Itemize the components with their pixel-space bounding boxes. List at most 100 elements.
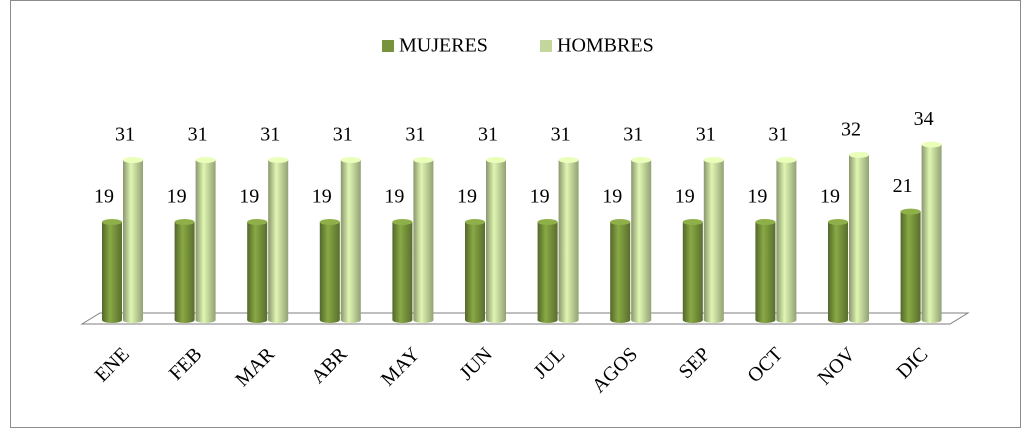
- bar: [703, 160, 724, 320]
- bar-cap: [558, 157, 579, 164]
- bar: [486, 160, 506, 320]
- bar-cap: [486, 157, 506, 164]
- bar-base: [174, 317, 195, 323]
- bar-base: [610, 317, 631, 323]
- legend-swatch: [540, 40, 552, 52]
- bar-cap: [682, 218, 703, 225]
- bar: [631, 160, 652, 320]
- data-label: 31: [696, 124, 716, 146]
- bar: [849, 154, 869, 320]
- data-label: 19: [239, 186, 259, 208]
- bar: [413, 160, 434, 320]
- bar-base: [828, 317, 848, 323]
- bar-cap: [268, 157, 289, 164]
- bar-base: [921, 317, 942, 323]
- bar-base: [465, 317, 485, 323]
- bar-base: [849, 317, 869, 323]
- bar: [319, 221, 340, 320]
- bar: [174, 221, 195, 320]
- data-label: 32: [841, 118, 861, 140]
- data-label: 31: [115, 124, 135, 146]
- data-label: 21: [893, 175, 913, 197]
- bar-cap: [319, 218, 340, 225]
- bar: [247, 221, 268, 320]
- bar: [123, 160, 143, 320]
- data-label: 19: [530, 186, 550, 208]
- bar-cap: [195, 157, 216, 164]
- data-label: 31: [551, 124, 571, 146]
- data-label: 31: [260, 124, 280, 146]
- bar-cap: [755, 218, 776, 225]
- bar-cap: [631, 157, 652, 164]
- bar-base: [900, 317, 921, 323]
- legend-swatch: [382, 40, 394, 52]
- bar: [537, 221, 558, 320]
- bar: [558, 160, 579, 320]
- bar: [268, 160, 289, 320]
- bar-base: [268, 317, 289, 323]
- data-label: 19: [675, 186, 695, 208]
- bar-base: [558, 317, 579, 323]
- bar: [776, 160, 797, 320]
- bar-cap: [174, 218, 195, 225]
- bar-base: [486, 317, 506, 323]
- data-label: 19: [94, 186, 114, 208]
- legend-label: MUJERES: [399, 35, 488, 57]
- data-label: 31: [478, 124, 498, 146]
- bar-cap: [413, 157, 434, 164]
- legend-label: HOMBRES: [557, 35, 654, 57]
- bar-base: [392, 317, 413, 323]
- bar-base: [755, 317, 776, 323]
- data-label: 31: [768, 124, 788, 146]
- bar: [392, 221, 413, 320]
- floor: [80, 312, 970, 325]
- bar-cap: [703, 157, 724, 164]
- data-label: 19: [167, 186, 187, 208]
- bar-cap: [340, 157, 361, 164]
- bar: [682, 221, 703, 320]
- bar: [755, 221, 776, 320]
- bar-base: [319, 317, 340, 323]
- bar-cap: [849, 151, 869, 158]
- data-label: 19: [820, 186, 840, 208]
- bar-base: [776, 317, 797, 323]
- bar-cap: [465, 218, 485, 225]
- bar-base: [413, 317, 434, 323]
- bar: [610, 221, 631, 320]
- bar: [340, 160, 361, 320]
- bar-base: [682, 317, 703, 323]
- data-label: 19: [312, 186, 332, 208]
- bar-cap: [610, 218, 631, 225]
- bar-cap: [900, 208, 921, 215]
- data-label: 19: [457, 186, 477, 208]
- bar-cap: [392, 218, 413, 225]
- bar-cap: [828, 218, 848, 225]
- bar: [465, 221, 485, 320]
- bar-base: [247, 317, 268, 323]
- bar: [900, 211, 921, 320]
- bar: [102, 221, 122, 320]
- bar-base: [340, 317, 361, 323]
- bar-base: [537, 317, 558, 323]
- data-label: 31: [623, 124, 643, 146]
- data-label: 31: [333, 124, 353, 146]
- data-label: 19: [602, 186, 622, 208]
- data-label: 31: [188, 124, 208, 146]
- bar-cap: [921, 141, 942, 148]
- bar-base: [631, 317, 652, 323]
- bar-base: [123, 317, 143, 323]
- bar: [921, 144, 942, 320]
- bar-base: [102, 317, 122, 323]
- bar-base: [703, 317, 724, 323]
- bar-cap: [123, 157, 143, 164]
- bar: [828, 221, 848, 320]
- bar-cap: [102, 218, 122, 225]
- data-label: 19: [384, 186, 404, 208]
- bar: [195, 160, 216, 320]
- bar-cap: [247, 218, 268, 225]
- bar-cap: [776, 157, 797, 164]
- bar-base: [195, 317, 216, 323]
- data-label: 34: [914, 108, 934, 130]
- bar-cap: [537, 218, 558, 225]
